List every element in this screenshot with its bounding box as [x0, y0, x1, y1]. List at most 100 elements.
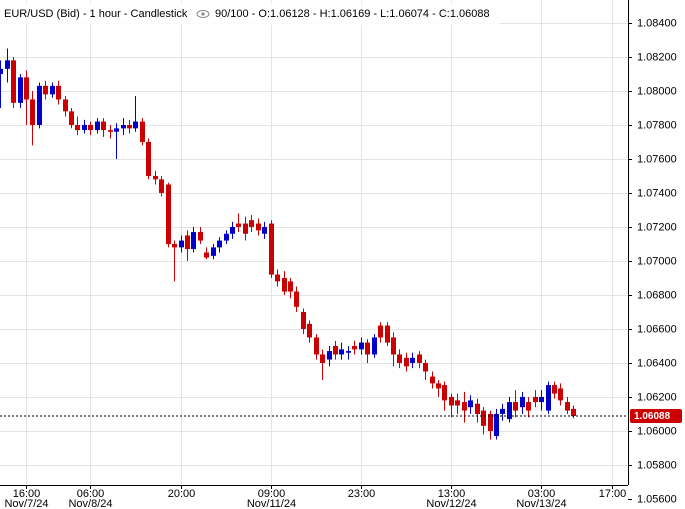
- y-tick-label: 1.07400: [637, 187, 677, 199]
- candle-body: [455, 400, 460, 406]
- candle-body: [333, 345, 338, 355]
- candle-body: [571, 408, 576, 417]
- candle-body: [159, 179, 164, 193]
- x-date-label: Nov/12/24: [426, 498, 476, 509]
- candle-body: [211, 247, 216, 256]
- candle-body: [249, 220, 254, 227]
- candle-body: [533, 396, 538, 403]
- candle-body: [179, 240, 184, 248]
- header-title: EUR/USD (Bid) - 1 hour - Candlestick: [4, 8, 188, 20]
- x-tick-label: 17:00: [599, 488, 627, 500]
- candle-body: [436, 383, 441, 389]
- candle-body: [365, 342, 370, 355]
- last-price-label: 1.06088: [634, 411, 671, 422]
- y-tick-label: 1.08000: [637, 85, 677, 97]
- candle-body: [217, 240, 222, 248]
- candle-body: [133, 121, 138, 129]
- candle-body: [397, 354, 402, 363]
- candle-body: [50, 85, 55, 95]
- candle-body: [256, 223, 261, 231]
- candle-body: [230, 226, 235, 234]
- candle-body: [391, 337, 396, 355]
- y-tick-label: 1.07200: [637, 221, 677, 233]
- x-date-label: Nov/8/24: [68, 498, 112, 509]
- candle-body: [468, 400, 473, 408]
- candle-body: [30, 99, 35, 125]
- candle-body: [153, 175, 158, 180]
- x-tick-label: 16:00: [13, 488, 41, 500]
- candle-body: [140, 121, 145, 142]
- y-tick-label: 1.06400: [637, 357, 677, 369]
- candle-body: [320, 354, 325, 363]
- candle-body: [294, 291, 299, 307]
- candle-body: [262, 226, 267, 234]
- candle-body: [346, 351, 351, 353]
- candle-body: [275, 274, 280, 282]
- plot-area: [0, 48, 628, 440]
- y-tick-label: 1.05800: [637, 459, 677, 471]
- candle-body: [69, 111, 74, 125]
- candle-body: [127, 124, 132, 129]
- candle-body: [494, 413, 499, 437]
- candle-body: [430, 376, 435, 384]
- header-info: 90/100 - O:1.06128 - H:1.06169 - L:1.060…: [215, 8, 490, 20]
- candle-body: [410, 357, 415, 363]
- candle-body: [172, 243, 177, 248]
- candle-body: [43, 85, 48, 95]
- candle-body: [385, 325, 390, 343]
- eye-icon[interactable]: [196, 10, 210, 18]
- y-tick-label: 1.07800: [637, 119, 677, 131]
- candle-body: [449, 396, 454, 406]
- candle-body: [82, 124, 87, 131]
- candle-body: [539, 396, 544, 403]
- candle-body: [314, 337, 319, 355]
- candle-body: [191, 232, 196, 250]
- candle-body: [301, 311, 306, 329]
- candle-body: [500, 408, 505, 414]
- y-tick-label: 1.07000: [637, 255, 677, 267]
- y-tick-label: 1.07600: [637, 153, 677, 165]
- candle-body: [166, 184, 171, 244]
- candle-body: [404, 357, 409, 367]
- candle-body: [63, 99, 68, 112]
- candle-body: [307, 323, 312, 338]
- x-date-label: Nov/11/24: [247, 498, 296, 509]
- candle-body: [18, 77, 23, 103]
- candle-body: [11, 60, 16, 103]
- candle-body: [75, 124, 80, 131]
- candle-body: [481, 410, 486, 426]
- candle-body: [520, 396, 525, 408]
- candle-body: [108, 130, 113, 132]
- y-tick-label: 1.06600: [637, 323, 677, 335]
- header-bg: [0, 3, 500, 25]
- candle-body: [546, 385, 551, 411]
- candle-body: [236, 223, 241, 227]
- candle-body: [288, 281, 293, 292]
- candle-body: [185, 235, 190, 250]
- candle-body: [552, 385, 557, 394]
- candle-body: [114, 128, 119, 132]
- candle-body: [121, 124, 126, 129]
- y-tick-label: 1.06000: [637, 425, 677, 437]
- candle-body: [327, 351, 332, 360]
- y-tick-label: 1.05600: [637, 493, 677, 505]
- candle-body: [352, 345, 357, 350]
- x-date-label: Nov/13/24: [516, 498, 566, 509]
- candle-body: [565, 402, 570, 411]
- candle-body: [475, 403, 480, 414]
- candle-body: [526, 402, 531, 411]
- candle-body: [95, 121, 100, 131]
- candle-body: [339, 349, 344, 355]
- candle-body: [37, 85, 42, 125]
- candle-body: [417, 354, 422, 363]
- candle-body: [372, 337, 377, 355]
- candle-body: [269, 223, 274, 275]
- candle-body: [488, 413, 493, 431]
- candle-body: [24, 77, 29, 100]
- candle-body: [462, 402, 467, 411]
- candle-body: [146, 141, 151, 176]
- candle-body: [101, 121, 106, 131]
- candle-body: [359, 342, 364, 350]
